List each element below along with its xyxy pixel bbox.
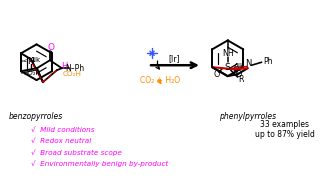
Text: R: R — [238, 75, 243, 84]
Text: benzopyrroles: benzopyrroles — [8, 112, 63, 121]
Text: O: O — [47, 43, 54, 52]
Text: O: O — [235, 70, 242, 79]
Text: 33 examples: 33 examples — [260, 120, 309, 129]
Text: CO₂ + H₂O: CO₂ + H₂O — [140, 76, 180, 85]
Text: SO₂R: SO₂R — [23, 70, 41, 76]
Text: √  Redox neutral: √ Redox neutral — [31, 139, 91, 145]
Text: N–Ph: N–Ph — [65, 64, 84, 73]
Text: up to 87% yield: up to 87% yield — [255, 130, 314, 139]
Text: N: N — [28, 57, 34, 66]
Text: CO₂H: CO₂H — [62, 71, 81, 77]
Text: O: O — [213, 70, 220, 79]
Text: [Ir]: [Ir] — [168, 54, 180, 63]
Text: √  Broad substrate scope: √ Broad substrate scope — [31, 149, 122, 156]
Text: NH: NH — [222, 49, 234, 58]
Text: phenylpyrroles: phenylpyrroles — [219, 112, 276, 121]
Text: Ph: Ph — [263, 57, 272, 66]
Text: Alk: Alk — [234, 63, 245, 69]
Text: Alk: Alk — [30, 57, 42, 63]
Text: H: H — [61, 62, 67, 71]
Text: S: S — [225, 63, 231, 72]
Text: √  Environmentally benign by-product: √ Environmentally benign by-product — [31, 160, 168, 167]
Text: N: N — [245, 59, 252, 68]
Text: ✂: ✂ — [19, 57, 27, 66]
Text: √  Mild conditions: √ Mild conditions — [31, 128, 94, 134]
